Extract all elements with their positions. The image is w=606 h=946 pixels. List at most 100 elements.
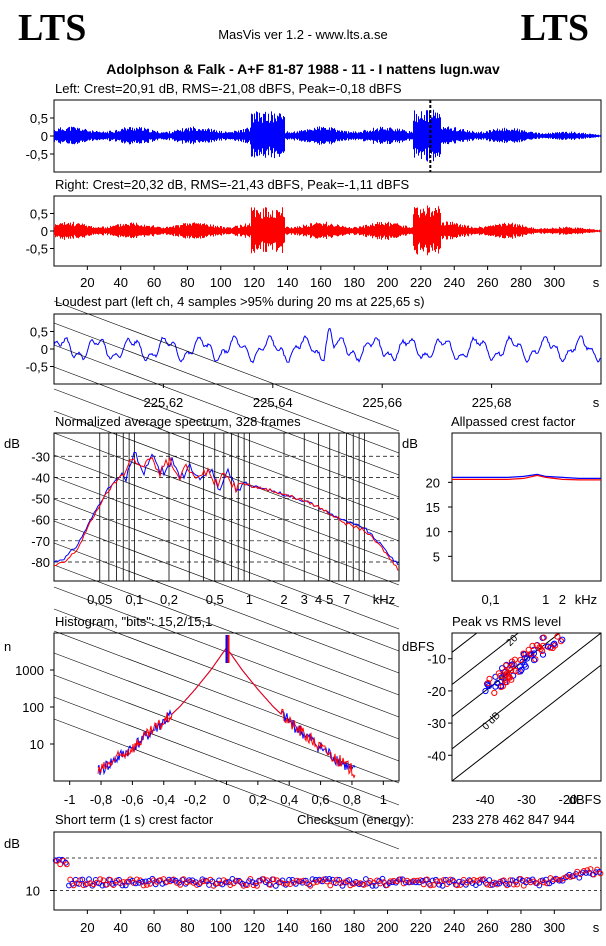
peak-rms-point [525, 646, 532, 654]
spectrum-slope-line [53, 696, 400, 828]
peak-rms-point [485, 680, 492, 687]
right-waveform-xtick-label: 240 [443, 275, 465, 290]
short-term-point [249, 879, 256, 885]
short-term-point [130, 880, 137, 886]
loudest-part-xtick-label: 225,66 [362, 395, 402, 410]
right-waveform-xtick-label: 120 [243, 275, 265, 290]
crest-series-1 [452, 474, 601, 481]
peak-rms-point [506, 665, 513, 672]
crest-factor-title: Allpassed crest factor [451, 414, 576, 429]
spectrum-xtick-label: 4 [315, 592, 322, 607]
histogram-series-0 [97, 647, 356, 776]
crest-xtick-label: 1 [542, 592, 549, 607]
track-title: Adolphson & Falk - A+F 81-87 1988 - 11 -… [106, 61, 500, 77]
spectrum-slope-line [53, 344, 400, 476]
short-term-point [430, 882, 437, 888]
histogram-xtick-label: 0,6 [312, 792, 330, 807]
peak-rms-ytick-label: -30 [427, 716, 446, 731]
spectrum-slope-line [53, 476, 400, 608]
peak-rms-point [530, 650, 538, 657]
spectrum-xtick-label: 0,05 [87, 592, 112, 607]
peak-rms-point [517, 668, 524, 675]
right-waveform-xtick-label: 160 [310, 275, 332, 290]
peak-rms-ylabel: dBFS [402, 639, 435, 654]
peak-rms-point [501, 677, 508, 684]
short-term-point [104, 881, 110, 888]
peak-rms-point [539, 651, 547, 658]
spectrum-xtick-label: 0,1 [125, 592, 143, 607]
spectrum-xtick-label: 7 [343, 592, 350, 607]
short-term-point [267, 882, 274, 888]
short-term-point [486, 877, 493, 883]
loudest-part-xtick-label: 225,64 [253, 395, 293, 410]
checksum-label: Checksum (energy): [297, 812, 415, 827]
histogram-xtick-label: -0,8 [90, 792, 112, 807]
peak-rms-point [540, 634, 547, 641]
loudest-part-ytick-label: -0,5 [26, 360, 48, 375]
short-term-ytick-label: 10 [26, 884, 40, 899]
right-waveform-xtick-label: 300 [543, 275, 565, 290]
peak-rms-point [482, 687, 489, 695]
short-term-point [327, 882, 334, 889]
short-term-point [317, 878, 324, 884]
short-term-xunit-label: s [593, 920, 600, 935]
short-term-frame [53, 831, 602, 911]
short-term-point [334, 876, 340, 883]
short-term-point [440, 877, 447, 883]
short-term-point [587, 866, 594, 872]
histogram-series-1 [97, 647, 356, 779]
short-term-point [307, 882, 314, 889]
peak-rms-xtick-label: -30 [517, 792, 536, 807]
short-term-point [89, 882, 96, 889]
short-term-xtick-label: 120 [243, 920, 265, 935]
short-term-xtick-label: 260 [477, 920, 499, 935]
peak-rms-diagonal [452, 664, 601, 781]
peak-rms-xtick-label: -40 [476, 792, 495, 807]
short-term-point [186, 877, 193, 884]
peak-rms-point [486, 675, 493, 682]
spectrum-slope-line [53, 564, 400, 696]
short-term-point [309, 876, 316, 883]
short-term-point [234, 877, 240, 884]
spectrum-ylabel: dB [4, 436, 20, 451]
right-waveform-xtick-label: 80 [180, 275, 194, 290]
short-term-point [449, 877, 456, 883]
short-term-point [63, 861, 70, 868]
short-term-point [149, 875, 156, 882]
spectrum-slope-line [53, 322, 400, 454]
right-waveform-xtick-label: 280 [510, 275, 532, 290]
short-term-point [436, 881, 443, 888]
loudest-part-xtick-label: 225,68 [472, 395, 512, 410]
peak-rms-diagonal [452, 633, 561, 718]
crest-xtick-label: 0,1 [482, 592, 500, 607]
short-term-point [196, 881, 203, 888]
right-waveform-ytick-label: 0,5 [30, 207, 48, 222]
short-term-point [503, 880, 509, 887]
right-waveform-xtick-label: 180 [343, 275, 365, 290]
crest-ytick-label: 15 [426, 500, 440, 515]
peak-rms-ytick-label: -40 [427, 748, 446, 763]
short-term-point [507, 877, 514, 883]
spectrum-slope-line [53, 366, 400, 498]
short-term-point [514, 881, 520, 888]
crest-ytick-label: 20 [426, 475, 440, 490]
spectrum-slope-line [53, 454, 400, 586]
short-term-point [142, 878, 149, 885]
short-term-point [544, 880, 550, 887]
short-term-xtick-label: 180 [343, 920, 365, 935]
short-term-xtick-label: 40 [113, 920, 127, 935]
left-waveform-ytick-label: 0,5 [30, 111, 48, 126]
peak-rms-point [522, 663, 529, 670]
right-waveform-xtick-label: 20 [80, 275, 94, 290]
histogram-xtick-label: -0,2 [184, 792, 206, 807]
histogram-xtick-label: 0,2 [249, 792, 267, 807]
logo-right: LTS [520, 7, 589, 49]
peak-rms-point [557, 638, 565, 645]
short-term-point [79, 876, 86, 883]
crest-series-0 [452, 473, 601, 479]
short-term-point [182, 880, 189, 887]
histogram-title: Histogram, "bits": 15,2/15,1 [55, 614, 213, 629]
spectrum-xtick-label: 2 [280, 592, 287, 607]
spectrum-slope-line [53, 520, 400, 652]
short-term-point [340, 879, 347, 886]
